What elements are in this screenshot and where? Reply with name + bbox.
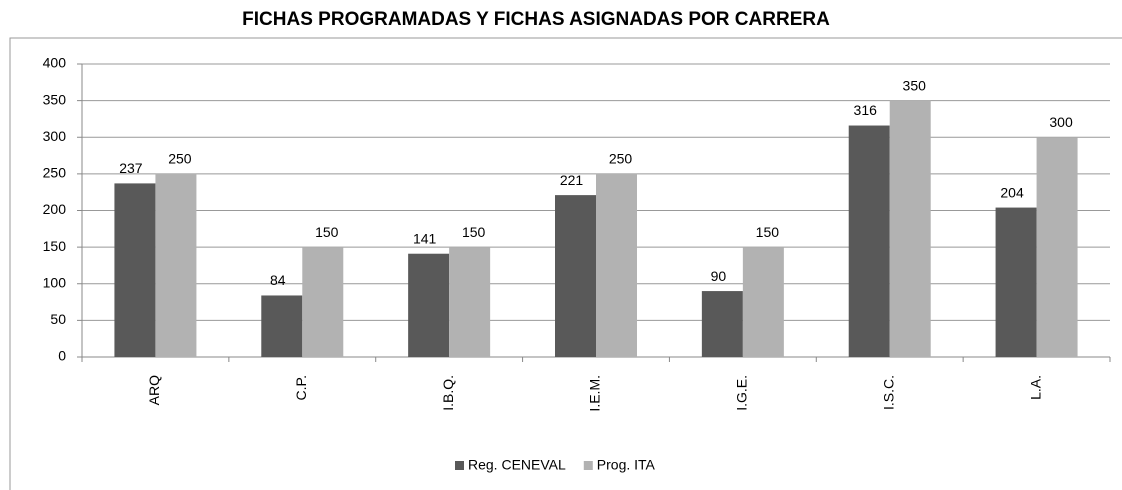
y-tick-label: 400 (43, 55, 67, 71)
x-tick-label: C.P. (293, 375, 309, 400)
data-label: 150 (756, 224, 780, 240)
bar (889, 100, 931, 357)
bar (449, 247, 491, 357)
y-tick-label: 250 (43, 165, 67, 181)
data-label: 90 (711, 268, 727, 284)
y-tick-label: 300 (43, 128, 67, 144)
bar (995, 207, 1037, 357)
y-tick-label: 200 (43, 201, 67, 217)
bar (302, 247, 344, 357)
data-label: 350 (903, 77, 927, 93)
bar (261, 295, 303, 357)
y-tick-label: 100 (43, 274, 67, 290)
bar (848, 125, 890, 357)
x-tick-label: I.B.Q. (440, 375, 456, 411)
legend-label: Reg. CENEVAL (468, 457, 566, 473)
y-tick-label: 350 (43, 91, 67, 107)
data-label: 250 (609, 151, 633, 167)
data-label: 221 (560, 172, 584, 188)
bar (555, 195, 596, 357)
bar (155, 173, 197, 357)
legend-swatch (455, 461, 464, 470)
bar (596, 173, 637, 357)
bar (408, 253, 450, 357)
legend-label: Prog. ITA (597, 457, 656, 473)
chart-title: FICHAS PROGRAMADAS Y FICHAS ASIGNADAS PO… (242, 9, 830, 30)
x-tick-label: I.E.M. (587, 375, 603, 412)
y-tick-label: 150 (43, 238, 67, 254)
chart-border (9, 37, 1122, 490)
data-label: 204 (1000, 184, 1024, 200)
bar (1036, 137, 1078, 357)
y-tick-label: 50 (50, 311, 66, 327)
x-tick-label: L.A. (1027, 375, 1043, 400)
x-tick-label: ARQ (146, 375, 162, 405)
data-label: 84 (270, 272, 286, 288)
bar (701, 291, 743, 357)
x-tick-label: I.S.C. (880, 375, 896, 410)
data-label: 250 (168, 151, 192, 167)
bar (742, 247, 784, 357)
data-label: 141 (413, 230, 437, 246)
data-label: 237 (119, 160, 143, 176)
data-label: 300 (1049, 114, 1073, 130)
data-label: 150 (462, 224, 486, 240)
legend-swatch (583, 461, 593, 470)
bar (114, 183, 156, 357)
data-label: 150 (315, 224, 339, 240)
y-tick-label: 0 (58, 348, 66, 364)
data-label: 316 (854, 102, 878, 118)
x-tick-label: I.G.E. (734, 375, 750, 411)
